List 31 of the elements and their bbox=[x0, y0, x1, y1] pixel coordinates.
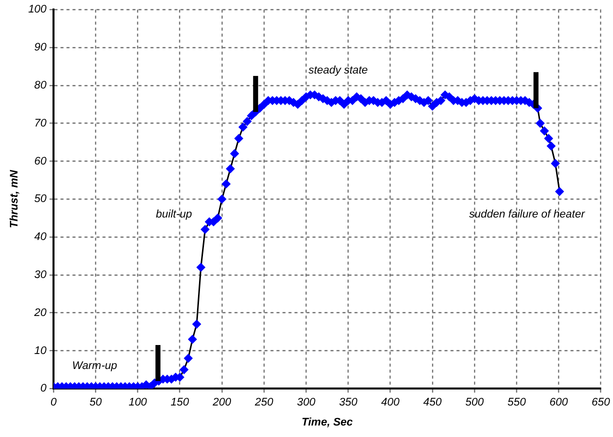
annotation: steady state bbox=[308, 64, 368, 76]
x-tick-label: 550 bbox=[507, 396, 527, 408]
y-tick-label: 30 bbox=[34, 268, 48, 281]
x-tick-label: 250 bbox=[254, 396, 274, 408]
x-tick-label: 150 bbox=[170, 396, 190, 408]
annotation: sudden failure of heater bbox=[469, 208, 586, 220]
y-tick-label: 100 bbox=[28, 4, 48, 16]
x-tick-label: 450 bbox=[423, 396, 442, 408]
x-tick-label: 350 bbox=[339, 396, 358, 408]
y-tick-label: 0 bbox=[40, 382, 48, 395]
x-tick-label: 50 bbox=[90, 396, 103, 408]
x-axis-title: Time, Sec bbox=[302, 416, 353, 428]
y-tick-label: 70 bbox=[34, 117, 48, 130]
y-tick-label: 10 bbox=[34, 344, 48, 357]
x-tick-label: 400 bbox=[381, 396, 400, 408]
annotation: built-up bbox=[156, 208, 192, 220]
y-tick-label: 90 bbox=[34, 42, 48, 54]
annotation: Warm-up bbox=[72, 360, 118, 372]
y-tick-label: 40 bbox=[34, 231, 48, 244]
x-tick-label: 650 bbox=[592, 396, 611, 408]
y-tick-label: 80 bbox=[34, 79, 48, 92]
x-tick-label: 200 bbox=[212, 396, 232, 408]
x-tick-label: 500 bbox=[465, 396, 485, 408]
x-tick-label: 600 bbox=[550, 396, 569, 408]
y-axis-title: Thrust, mN bbox=[8, 169, 21, 228]
x-tick-label: 100 bbox=[128, 396, 148, 408]
x-tick-label: 300 bbox=[296, 396, 316, 408]
y-tick-label: 50 bbox=[34, 193, 48, 206]
y-tick-label: 60 bbox=[34, 155, 48, 168]
x-tick-label: 0 bbox=[50, 396, 58, 408]
y-tick-label: 20 bbox=[33, 306, 48, 319]
